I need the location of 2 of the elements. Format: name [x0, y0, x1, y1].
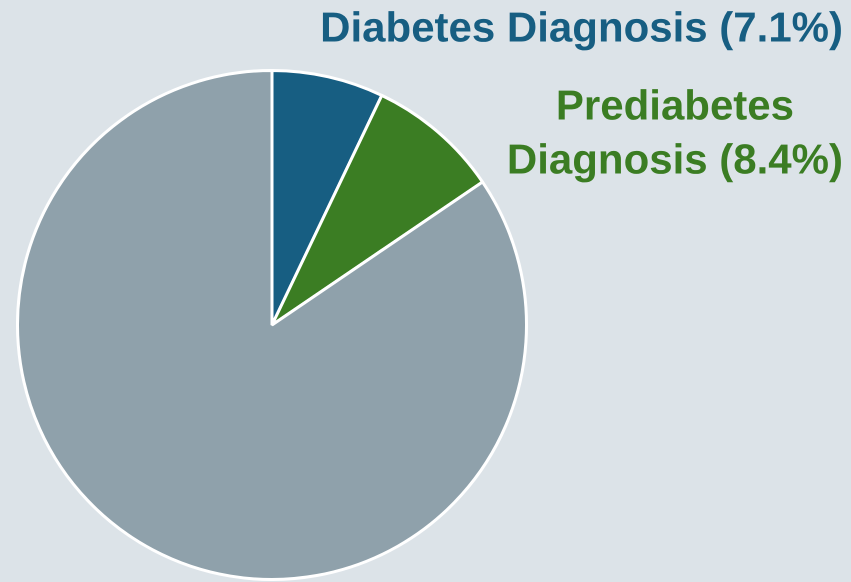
slice-label: Prediabetes Diagnosis (8.4%) — [506, 82, 844, 183]
slice-label: Diabetes Diagnosis (7.1%) — [320, 4, 843, 51]
